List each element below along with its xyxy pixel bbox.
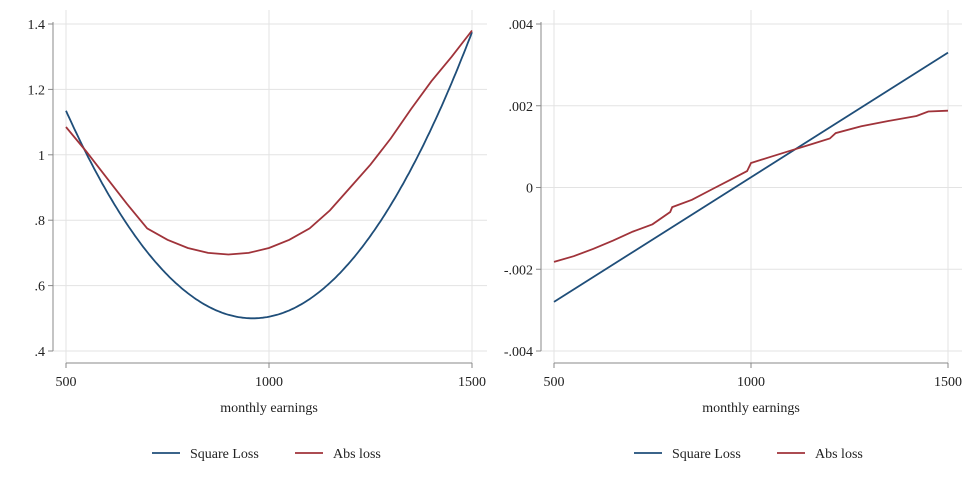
y-tick-label: .8	[35, 214, 46, 229]
y-tick-label: -.002	[504, 263, 533, 278]
legend-label: Abs loss	[333, 447, 381, 462]
x-tick-label: 1500	[934, 375, 962, 390]
y-tick-label: .4	[35, 345, 46, 360]
y-tick-label: 0	[526, 182, 533, 197]
y-tick-label: .002	[509, 100, 534, 115]
series-line-abs-loss	[553, 109, 949, 263]
x-tick-label: 1000	[737, 375, 765, 390]
chart-panel-2: .004 .002 0 -.002 -.004 500 1000 1500 monthly ea…	[504, 10, 962, 462]
series-line-square-loss	[65, 31, 473, 320]
y-tick-label: 1.2	[28, 83, 46, 98]
y-tick-label: .6	[35, 280, 46, 295]
x-tick-label: 500	[56, 375, 77, 390]
x-tick-label: 1000	[255, 375, 283, 390]
chart-panel-1: 1.4 1.2 1 .8 .6 .4 500 1000 1500 monthly earnings…	[28, 10, 487, 462]
legend-label: Abs loss	[815, 447, 863, 462]
series-line-abs-loss	[65, 29, 473, 256]
series-line-square-loss	[553, 51, 949, 303]
x-axis-title: monthly earnings	[702, 401, 800, 416]
x-tick-label: 1500	[458, 375, 486, 390]
y-tick-label: -.004	[504, 345, 533, 360]
y-tick-label: 1.4	[28, 18, 46, 33]
x-axis-title: monthly earnings	[220, 401, 318, 416]
legend-label: Square Loss	[190, 447, 259, 462]
legend-label: Square Loss	[672, 447, 741, 462]
y-tick-label: .004	[509, 18, 534, 33]
y-tick-label: 1	[38, 149, 45, 164]
x-tick-label: 500	[544, 375, 565, 390]
